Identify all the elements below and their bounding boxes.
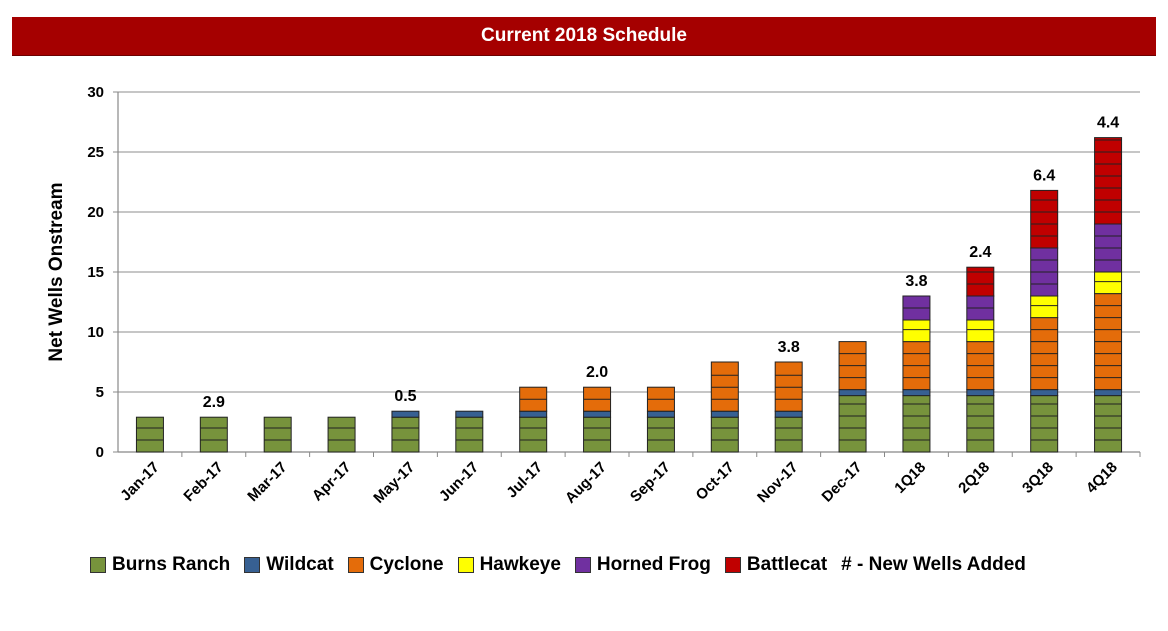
data-label: 0.5 bbox=[394, 388, 416, 405]
legend-item-horned-frog: Horned Frog bbox=[574, 554, 711, 576]
bar-segment-burns-ranch bbox=[391, 416, 420, 453]
bar-segment-hawkeye bbox=[1030, 295, 1059, 319]
x-tick-label: 3Q18 bbox=[1019, 459, 1057, 497]
x-tick-label: Feb-17 bbox=[180, 459, 226, 505]
legend-item-cyclone: Cyclone bbox=[347, 554, 444, 576]
x-tick-label: 4Q18 bbox=[1083, 459, 1121, 497]
x-tick-label: Jun-17 bbox=[436, 459, 482, 505]
x-tick-label: May-17 bbox=[370, 459, 418, 507]
y-tick-label: 25 bbox=[87, 144, 104, 161]
bars bbox=[135, 137, 1123, 453]
y-tick-label: 30 bbox=[87, 84, 104, 101]
legend-item-wildcat: Wildcat bbox=[244, 554, 334, 576]
bar-segment-wildcat bbox=[838, 389, 867, 397]
x-tick-label: Aug-17 bbox=[562, 459, 610, 507]
legend-note: # - New Wells Added bbox=[841, 554, 1026, 575]
legend-swatch bbox=[457, 557, 474, 573]
bar-segment-burns-ranch bbox=[710, 416, 739, 453]
bar-segment-wildcat bbox=[455, 410, 484, 418]
data-label: 2.9 bbox=[203, 394, 225, 411]
x-tick-label: Jan-17 bbox=[117, 459, 163, 505]
legend-swatch bbox=[574, 557, 591, 573]
bar-segment-burns-ranch bbox=[1030, 395, 1059, 453]
data-label: 6.4 bbox=[1033, 167, 1055, 184]
data-label: 4.4 bbox=[1097, 115, 1119, 132]
legend-swatch bbox=[90, 557, 106, 573]
legend-item-hawkeye: Hawkeye bbox=[457, 554, 561, 576]
bar-segment-wildcat bbox=[391, 410, 420, 418]
bar-segment-burns-ranch bbox=[583, 416, 612, 453]
bar-segment-wildcat bbox=[710, 410, 739, 418]
bar-segment-burns-ranch bbox=[327, 416, 356, 453]
legend-swatch bbox=[724, 557, 741, 573]
bar-segment-battlecat bbox=[1094, 137, 1123, 225]
bar-segment-wildcat bbox=[646, 410, 675, 418]
bar-segment-wildcat bbox=[1094, 389, 1123, 397]
legend-label: Battlecat bbox=[746, 554, 828, 575]
x-tick-label: Sep-17 bbox=[627, 459, 674, 506]
stacked-bar-chart: 0 5 10 15 20 25 30 Jan-17 2.9 Feb-17 Mar-17 Apr-17… bbox=[46, 84, 1141, 507]
bar-segment-wildcat bbox=[966, 389, 995, 397]
bar-segment-burns-ranch bbox=[838, 395, 867, 453]
y-tick-label: 10 bbox=[87, 324, 104, 341]
bar-segment-burns-ranch bbox=[135, 416, 164, 453]
chart-title-banner: Current 2018 Schedule bbox=[12, 17, 1156, 55]
bar-segment-battlecat bbox=[1030, 189, 1059, 249]
legend: Burns Ranch Wildcat Cyclone Hawkeye Horned F… bbox=[90, 554, 1040, 576]
bar-segment-burns-ranch bbox=[263, 416, 292, 453]
bar-segment-burns-ranch bbox=[774, 416, 803, 453]
x-tick-label: 2Q18 bbox=[955, 459, 993, 497]
bar-segment-burns-ranch bbox=[902, 395, 931, 453]
bar-segment-burns-ranch bbox=[1094, 395, 1123, 453]
legend-label: Burns Ranch bbox=[112, 554, 231, 575]
data-label: 3.8 bbox=[778, 339, 800, 356]
y-tick-label: 5 bbox=[96, 384, 104, 401]
legend-label: Hawkeye bbox=[479, 554, 561, 575]
bar-segment-hawkeye bbox=[966, 319, 995, 343]
bar-segment-hawkeye bbox=[1094, 271, 1123, 295]
legend-item-battlecat: Battlecat bbox=[724, 554, 828, 576]
bar-segment-burns-ranch bbox=[966, 395, 995, 453]
x-tick-label: Jul-17 bbox=[503, 459, 546, 502]
bar-segment-burns-ranch bbox=[519, 416, 548, 453]
x-tick-label: Apr-17 bbox=[309, 459, 355, 505]
bar-segment-wildcat bbox=[902, 389, 931, 397]
legend-item-burns-ranch: Burns Ranch bbox=[90, 554, 230, 576]
y-tick-label: 20 bbox=[87, 204, 104, 221]
bar-segment-cyclone bbox=[774, 361, 803, 412]
bar-segment-cyclone bbox=[710, 361, 739, 412]
bar-segment-hawkeye bbox=[902, 319, 931, 343]
x-tick-label: 1Q18 bbox=[891, 459, 929, 497]
bar-segment-burns-ranch bbox=[646, 416, 675, 453]
bar-segment-wildcat bbox=[1030, 389, 1059, 397]
data-label: 2.0 bbox=[586, 364, 608, 381]
y-tick-label: 15 bbox=[87, 264, 104, 281]
legend-label: Cyclone bbox=[369, 554, 444, 575]
legend-swatch bbox=[244, 557, 261, 573]
bar-segment-wildcat bbox=[519, 410, 548, 418]
legend-swatch bbox=[347, 557, 364, 573]
x-tick-label: Mar-17 bbox=[244, 459, 290, 505]
x-tick-label: Nov-17 bbox=[754, 459, 801, 506]
data-label: 3.8 bbox=[905, 273, 927, 290]
y-tick-label: 0 bbox=[96, 444, 104, 461]
chart-title: Current 2018 Schedule bbox=[481, 25, 687, 46]
x-tick-label: Oct-17 bbox=[693, 459, 738, 504]
data-label: 2.4 bbox=[969, 244, 991, 261]
bar-segment-burns-ranch bbox=[455, 416, 484, 453]
bar-segment-wildcat bbox=[774, 410, 803, 418]
legend-label: Wildcat bbox=[266, 554, 334, 575]
y-axis-label: Net Wells Onstream bbox=[46, 182, 67, 361]
x-tick-label: Dec-17 bbox=[819, 459, 866, 506]
bar-segment-wildcat bbox=[583, 410, 612, 418]
bar-segment-burns-ranch bbox=[199, 416, 228, 453]
legend-label: Horned Frog bbox=[596, 554, 711, 575]
